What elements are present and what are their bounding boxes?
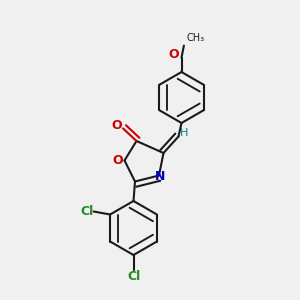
Text: O: O bbox=[111, 119, 122, 132]
Text: Cl: Cl bbox=[127, 270, 140, 283]
Text: O: O bbox=[112, 154, 123, 167]
Text: CH₃: CH₃ bbox=[186, 33, 204, 43]
Text: Cl: Cl bbox=[80, 205, 94, 218]
Text: N: N bbox=[155, 170, 166, 184]
Text: H: H bbox=[180, 128, 188, 139]
Text: O: O bbox=[169, 48, 179, 61]
